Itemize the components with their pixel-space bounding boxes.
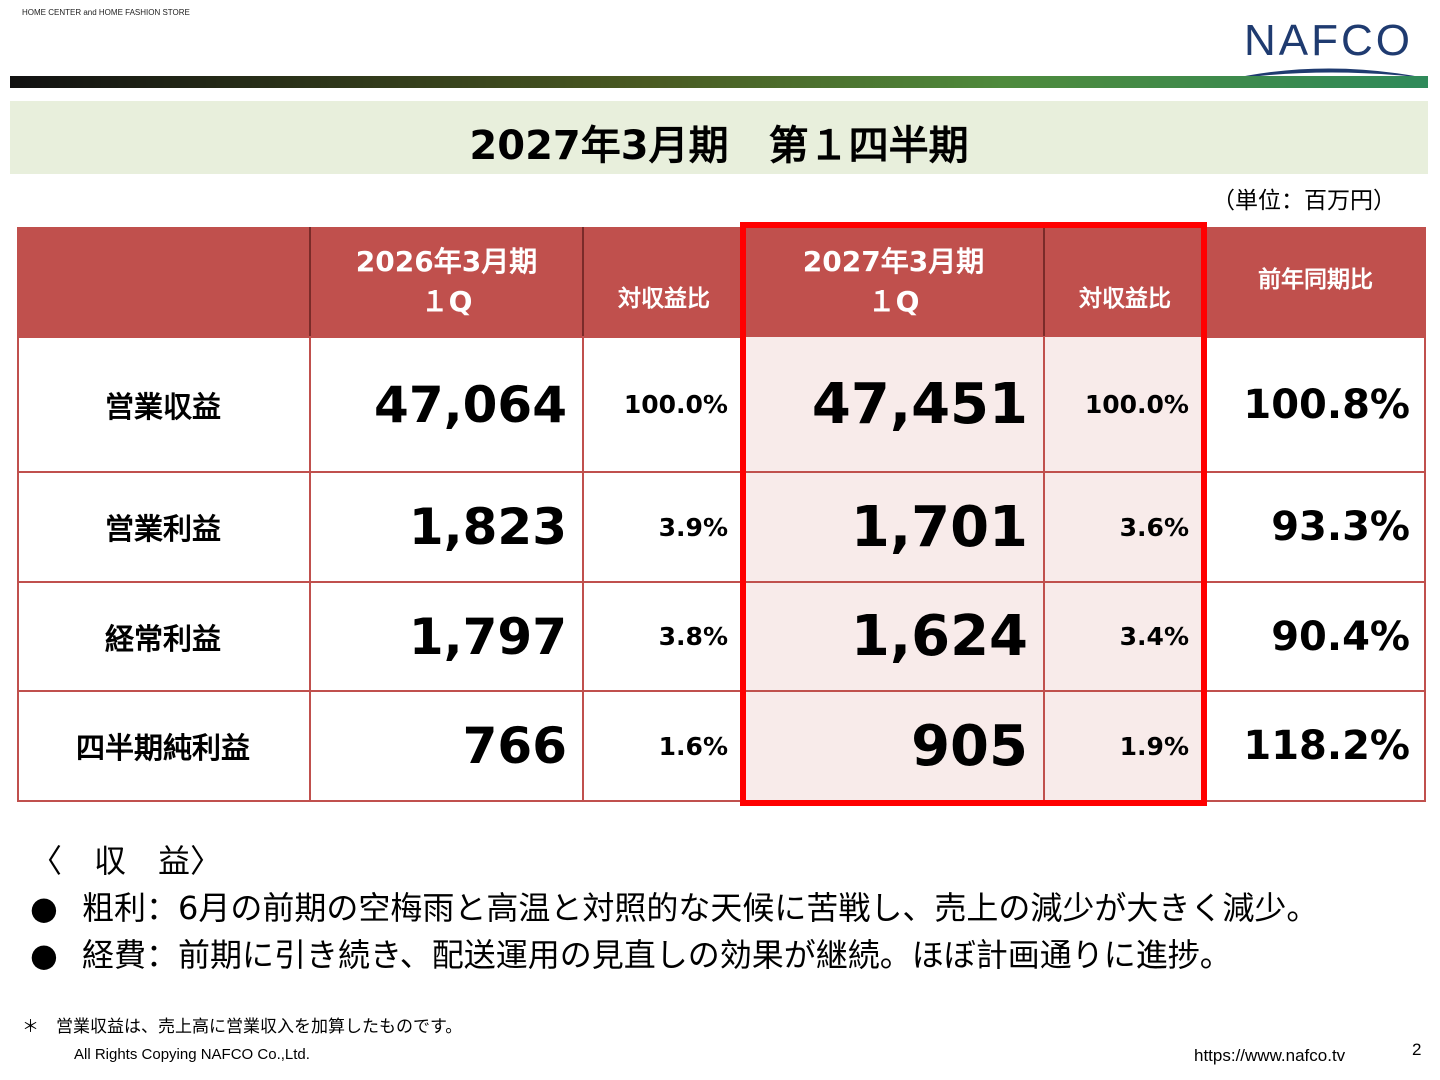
row-divider	[17, 581, 1426, 583]
table-header	[17, 227, 1426, 338]
curr-ratio: 3.6%	[1119, 512, 1189, 542]
prev-value: 1,797	[408, 607, 567, 666]
table-border	[17, 800, 1426, 802]
table-divider	[309, 336, 311, 802]
header-prev-ratio: 対収益比	[618, 285, 710, 312]
row-label: 四半期純利益	[75, 731, 250, 765]
header-divider	[309, 227, 311, 336]
title-band: 2027年3月期 第１四半期	[10, 101, 1428, 174]
notes-section: 〈 収 益〉 ● 粗利：6月の前期の空梅雨と高温と対照的な天候に苦戦し、売上の減少…	[30, 838, 1318, 979]
header-curr-ratio: 対収益比	[1079, 285, 1171, 312]
header-prev-period-line2: １Q	[420, 284, 473, 318]
header-curr-period: 2027年3月期 １Q	[744, 227, 1043, 336]
header-prev-period: 2026年3月期 １Q	[311, 227, 582, 336]
table-row-net-income: 四半期純利益 766 1.6% 905 1.9% 118.2%	[17, 692, 1426, 800]
current-period-highlight-box	[740, 222, 1207, 806]
table-row-ordinary-profit: 経常利益 1,797 3.8% 1,624 3.4% 90.4%	[17, 583, 1426, 690]
yoy-value: 90.4%	[1271, 613, 1410, 660]
logo-text: NAFCO	[1244, 16, 1413, 65]
footnote: ＊ 営業収益は、売上高に営業収入を加算したものです。	[22, 1017, 463, 1037]
prev-value: 766	[462, 717, 567, 775]
row-label: 営業収益	[104, 389, 221, 424]
table-border	[1424, 227, 1426, 802]
curr-ratio: 100.0%	[1084, 390, 1189, 419]
note-text: 経費：前期に引き続き、配送運用の見直しの効果が継続。ほぼ計画通りに進捗。	[82, 936, 1232, 974]
yoy-value: 100.8%	[1243, 381, 1410, 428]
prev-value: 47,064	[374, 375, 567, 434]
header-prev-period-line1: 2026年3月期	[355, 244, 538, 278]
yoy-value: 118.2%	[1243, 723, 1410, 769]
header-curr-period-line1: 2027年3月期	[802, 244, 985, 278]
top-gradient-bar	[10, 76, 1428, 88]
table-divider	[1043, 336, 1045, 802]
yoy-value: 93.3%	[1271, 504, 1410, 550]
company-tagline: HOME CENTER and HOME FASHION STORE	[22, 8, 190, 17]
curr-ratio: 3.4%	[1119, 622, 1189, 651]
bullet-icon: ●	[30, 889, 58, 927]
header-curr-period-line2: １Q	[867, 284, 920, 318]
website-link[interactable]: https://www.nafco.tv	[1194, 1046, 1346, 1065]
table-row-operating-revenue: 営業収益 47,064 100.0% 47,451 100.0% 100.8%	[17, 338, 1426, 471]
nafco-logo: NAFCO	[1222, 10, 1432, 80]
header-yoy: 前年同期比	[1258, 266, 1373, 293]
notes-heading: 〈 収 益〉	[30, 842, 223, 880]
unit-label: （単位：百万円）	[1212, 188, 1396, 214]
note-text: 粗利：6月の前期の空梅雨と高温と対照的な天候に苦戦し、売上の減少が大きく減少。	[82, 889, 1319, 927]
curr-value: 1,624	[850, 604, 1028, 669]
prev-ratio: 100.0%	[623, 390, 728, 419]
note-item: ● 経費：前期に引き続き、配送運用の見直しの効果が継続。ほぼ計画通りに進捗。	[30, 932, 1318, 979]
page-number: 2	[1412, 1040, 1422, 1059]
prev-ratio: 3.8%	[658, 622, 728, 651]
row-divider	[17, 690, 1426, 692]
header-divider	[1043, 227, 1045, 336]
curr-value: 1,701	[850, 494, 1028, 560]
table-row-operating-profit: 営業利益 1,823 3.9% 1,701 3.6% 93.3%	[17, 473, 1426, 581]
results-table: 2026年3月期 １Q 対収益比 2027年3月期 １Q 対収益比 前年同期比 …	[17, 227, 1426, 802]
row-divider	[17, 471, 1426, 473]
header-divider	[582, 227, 584, 336]
prev-ratio: 3.9%	[658, 512, 728, 542]
logo-swoosh-icon	[1226, 68, 1426, 80]
curr-ratio: 1.9%	[1119, 731, 1189, 761]
page-title: 2027年3月期 第１四半期	[469, 123, 969, 169]
prev-value: 1,823	[408, 498, 567, 556]
current-period-highlight-bg	[742, 337, 1201, 802]
curr-value: 47,451	[811, 372, 1028, 437]
note-item: ● 粗利：6月の前期の空梅雨と高温と対照的な天候に苦戦し、売上の減少が大きく減少。	[30, 885, 1318, 932]
prev-ratio: 1.6%	[658, 731, 728, 761]
table-divider	[582, 336, 584, 802]
row-label: 経常利益	[104, 621, 221, 656]
table-border	[17, 227, 19, 802]
bullet-icon: ●	[30, 936, 58, 974]
copyright: All Rights Copying NAFCO Co.,Ltd.	[74, 1046, 310, 1063]
row-label: 営業利益	[104, 512, 221, 546]
curr-value: 905	[911, 713, 1028, 779]
